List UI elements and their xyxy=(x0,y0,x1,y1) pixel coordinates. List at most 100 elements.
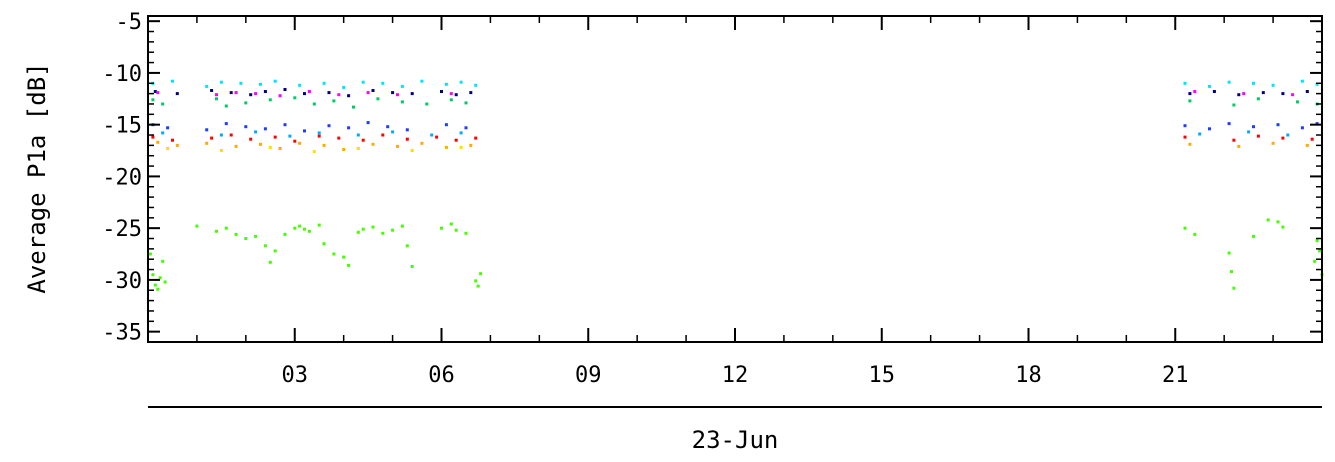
data-point xyxy=(1247,130,1251,134)
data-point xyxy=(273,79,277,83)
data-point xyxy=(322,81,326,85)
data-point xyxy=(381,231,385,235)
data-point xyxy=(229,91,233,95)
data-point xyxy=(1318,249,1322,253)
data-point xyxy=(254,92,258,96)
series-9 xyxy=(148,218,1324,291)
data-point xyxy=(312,150,316,154)
data-point xyxy=(1256,97,1260,101)
data-point xyxy=(268,98,272,102)
data-point xyxy=(254,130,258,134)
data-point xyxy=(268,260,272,264)
data-point xyxy=(1208,84,1211,88)
data-point xyxy=(1252,81,1255,85)
y-tick-label: -35 xyxy=(102,321,142,346)
data-point xyxy=(410,265,414,268)
data-point xyxy=(1271,83,1275,87)
y-tick-label: -30 xyxy=(102,269,142,294)
data-point xyxy=(307,229,311,233)
y-tick-label: -20 xyxy=(102,165,142,190)
data-point xyxy=(430,133,434,137)
data-point xyxy=(158,276,162,280)
data-point xyxy=(153,90,157,93)
data-point xyxy=(1281,92,1285,96)
data-point xyxy=(400,224,404,228)
data-point xyxy=(352,105,355,109)
data-point xyxy=(400,84,404,88)
series-6 xyxy=(151,133,1314,143)
data-point xyxy=(410,92,414,96)
series-8 xyxy=(166,145,463,154)
data-point xyxy=(1227,122,1231,126)
data-point xyxy=(1315,239,1319,243)
y-tick-label: -25 xyxy=(102,217,142,242)
data-point xyxy=(151,98,155,102)
x-tick-label: 09 xyxy=(575,363,602,388)
data-point xyxy=(474,83,478,87)
data-point xyxy=(283,88,287,91)
x-tick-label: 03 xyxy=(282,363,309,388)
data-point xyxy=(371,89,375,92)
series-2 xyxy=(156,90,1295,98)
data-point xyxy=(1252,234,1255,238)
data-point xyxy=(356,133,360,137)
data-points-layer xyxy=(148,79,1324,291)
data-point xyxy=(219,133,223,137)
data-point xyxy=(166,147,170,150)
data-point xyxy=(148,252,152,256)
data-point xyxy=(479,272,483,276)
data-point xyxy=(366,91,370,95)
data-point xyxy=(205,128,209,132)
data-point xyxy=(342,85,346,89)
data-point xyxy=(386,125,390,129)
data-point xyxy=(469,143,473,147)
x-tick-label: 15 xyxy=(869,363,896,388)
data-point xyxy=(1232,286,1236,290)
data-point xyxy=(219,80,223,84)
data-point xyxy=(1183,81,1187,85)
data-point xyxy=(361,138,365,142)
data-point xyxy=(391,130,395,134)
data-point xyxy=(347,94,351,98)
data-point xyxy=(396,144,399,148)
data-point xyxy=(175,143,179,147)
data-point xyxy=(249,93,253,97)
data-point xyxy=(1242,92,1246,96)
data-point xyxy=(151,273,155,277)
data-point xyxy=(1315,122,1319,126)
data-point xyxy=(405,137,409,141)
data-point xyxy=(1193,232,1197,236)
data-point xyxy=(420,141,424,145)
data-point xyxy=(293,139,297,143)
data-point xyxy=(361,227,365,231)
data-point xyxy=(459,145,463,149)
data-point xyxy=(440,90,443,93)
data-point xyxy=(449,222,453,226)
data-point xyxy=(371,225,375,229)
data-point xyxy=(273,135,277,139)
data-point xyxy=(293,226,297,230)
data-point xyxy=(205,84,209,88)
data-point xyxy=(1296,100,1299,104)
data-point xyxy=(175,92,179,96)
data-point xyxy=(239,81,243,85)
data-point xyxy=(263,244,267,248)
data-point xyxy=(400,100,404,104)
data-point xyxy=(224,122,228,126)
data-point xyxy=(156,140,160,144)
data-point xyxy=(234,144,238,148)
data-point xyxy=(435,135,439,139)
data-point xyxy=(322,143,326,147)
data-point xyxy=(171,79,174,83)
data-point xyxy=(1188,99,1192,103)
data-point xyxy=(259,142,262,146)
data-point xyxy=(224,226,228,230)
data-point xyxy=(229,133,233,137)
y-tick-label: -5 xyxy=(116,10,143,35)
data-point xyxy=(342,255,346,259)
data-point xyxy=(454,138,458,142)
data-point xyxy=(298,141,302,145)
data-point xyxy=(1208,127,1211,131)
data-point xyxy=(205,141,209,145)
data-point xyxy=(317,223,321,227)
